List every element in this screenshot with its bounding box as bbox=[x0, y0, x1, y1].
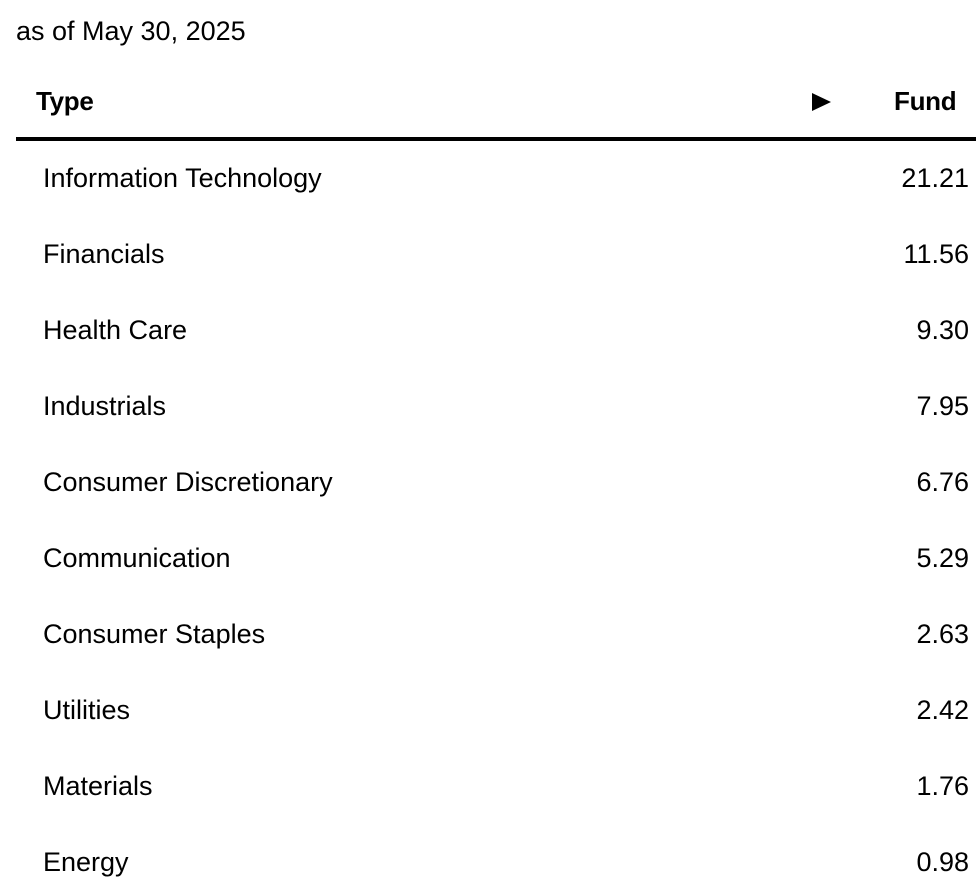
row-label: Health Care bbox=[43, 315, 188, 345]
row-value: 9.30 bbox=[916, 315, 969, 345]
row-value: 5.29 bbox=[916, 543, 969, 573]
row-value: 2.42 bbox=[916, 695, 969, 725]
row-label: Utilities bbox=[43, 695, 131, 725]
column-header[interactable]: Type bbox=[36, 86, 94, 116]
row-value: 2.63 bbox=[916, 619, 969, 649]
column-header[interactable]: Fund bbox=[894, 86, 957, 116]
row-label: Materials bbox=[43, 771, 153, 801]
row-value: 11.56 bbox=[903, 239, 969, 269]
row-label: Industrials bbox=[43, 391, 167, 421]
row-label: Consumer Staples bbox=[43, 619, 266, 649]
header-rule bbox=[16, 137, 976, 141]
row-value: 6.76 bbox=[916, 467, 969, 497]
row-label: Financials bbox=[43, 239, 165, 269]
row-value: 7.95 bbox=[916, 391, 969, 421]
row-label: Consumer Discretionary bbox=[43, 467, 333, 497]
sort-arrow[interactable] bbox=[810, 92, 832, 112]
row-value: 1.76 bbox=[916, 771, 969, 801]
as-of-date: as of May 30, 2025 bbox=[16, 16, 246, 46]
row-label: Information Technology bbox=[43, 163, 322, 193]
row-label: Energy bbox=[43, 847, 129, 877]
row-label: Communication bbox=[43, 543, 231, 573]
row-value: 21.21 bbox=[901, 163, 969, 193]
row-value: 0.98 bbox=[916, 847, 969, 877]
